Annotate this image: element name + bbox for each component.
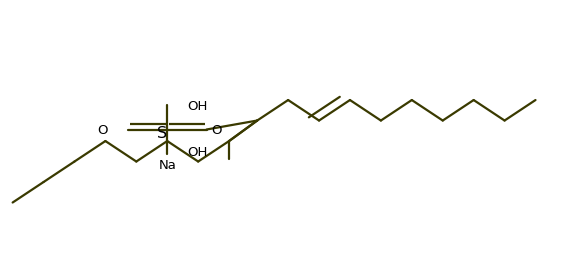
Text: Na: Na <box>159 159 177 172</box>
Text: S: S <box>157 126 167 141</box>
Text: O: O <box>211 124 221 137</box>
Text: OH: OH <box>187 146 207 159</box>
Text: O: O <box>98 124 108 137</box>
Text: OH: OH <box>187 100 207 113</box>
